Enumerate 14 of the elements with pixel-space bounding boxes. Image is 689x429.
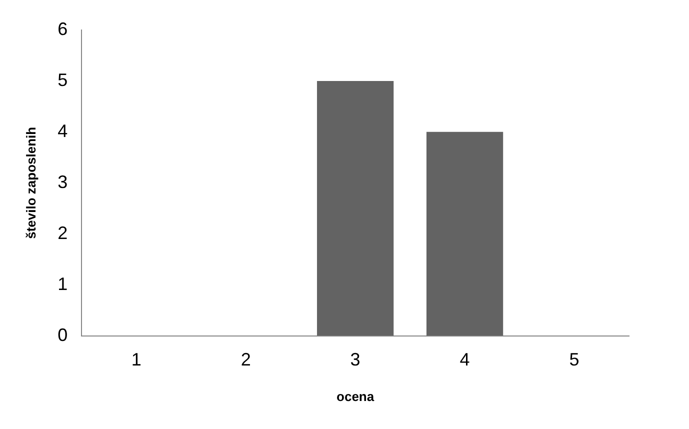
x-tick-label: 1 <box>131 350 142 370</box>
y-tick-label: 0 <box>58 324 68 345</box>
x-tick-label: 5 <box>569 350 580 370</box>
y-tick-label: 3 <box>58 172 68 192</box>
x-tick-label: 4 <box>460 350 470 370</box>
x-tick-label: 3 <box>350 350 360 370</box>
x-axis-title: ocena <box>336 388 375 404</box>
y-tick-label: 2 <box>58 222 68 243</box>
y-tick-label: 4 <box>58 120 68 141</box>
y-tick-label: 1 <box>58 274 68 294</box>
y-tick-label: 5 <box>58 70 68 90</box>
y-tick-label: 6 <box>58 18 68 39</box>
x-tick-label: 2 <box>240 350 251 370</box>
y-axis-title: število zaposlenih <box>23 126 38 239</box>
